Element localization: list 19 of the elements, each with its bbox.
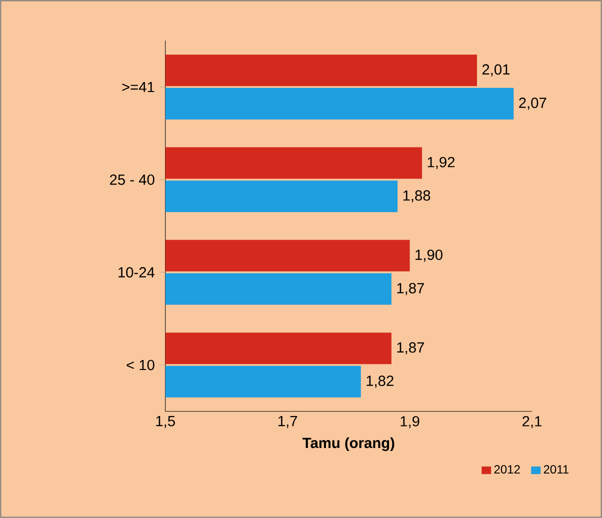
- y-tick-label: 25 - 40: [110, 174, 154, 185]
- x-tick-label: 1,5: [156, 416, 175, 428]
- legend-label: 2011: [544, 465, 568, 474]
- x-axis-title: Tamu (orang): [302, 437, 394, 452]
- data-label: 1,92: [428, 156, 455, 170]
- data-label: 1,87: [397, 342, 424, 354]
- x-tick-label: 1,9: [400, 416, 420, 428]
- y-tick-label: >=41: [122, 82, 154, 92]
- x-tick-label: 2,1: [522, 416, 542, 428]
- y-tick-label: < 10: [126, 360, 154, 370]
- data-label: 1,82: [366, 376, 394, 388]
- y-tick-label: 10-24: [118, 267, 154, 278]
- legend-label: 2012: [494, 465, 520, 474]
- data-label: 1,90: [416, 250, 442, 262]
- x-tick-label: 1,7: [278, 416, 298, 428]
- data-label: 2,07: [519, 98, 546, 110]
- data-label: 1,87: [397, 282, 424, 296]
- data-label: 2,01: [482, 64, 510, 76]
- data-label: 1,88: [403, 190, 430, 202]
